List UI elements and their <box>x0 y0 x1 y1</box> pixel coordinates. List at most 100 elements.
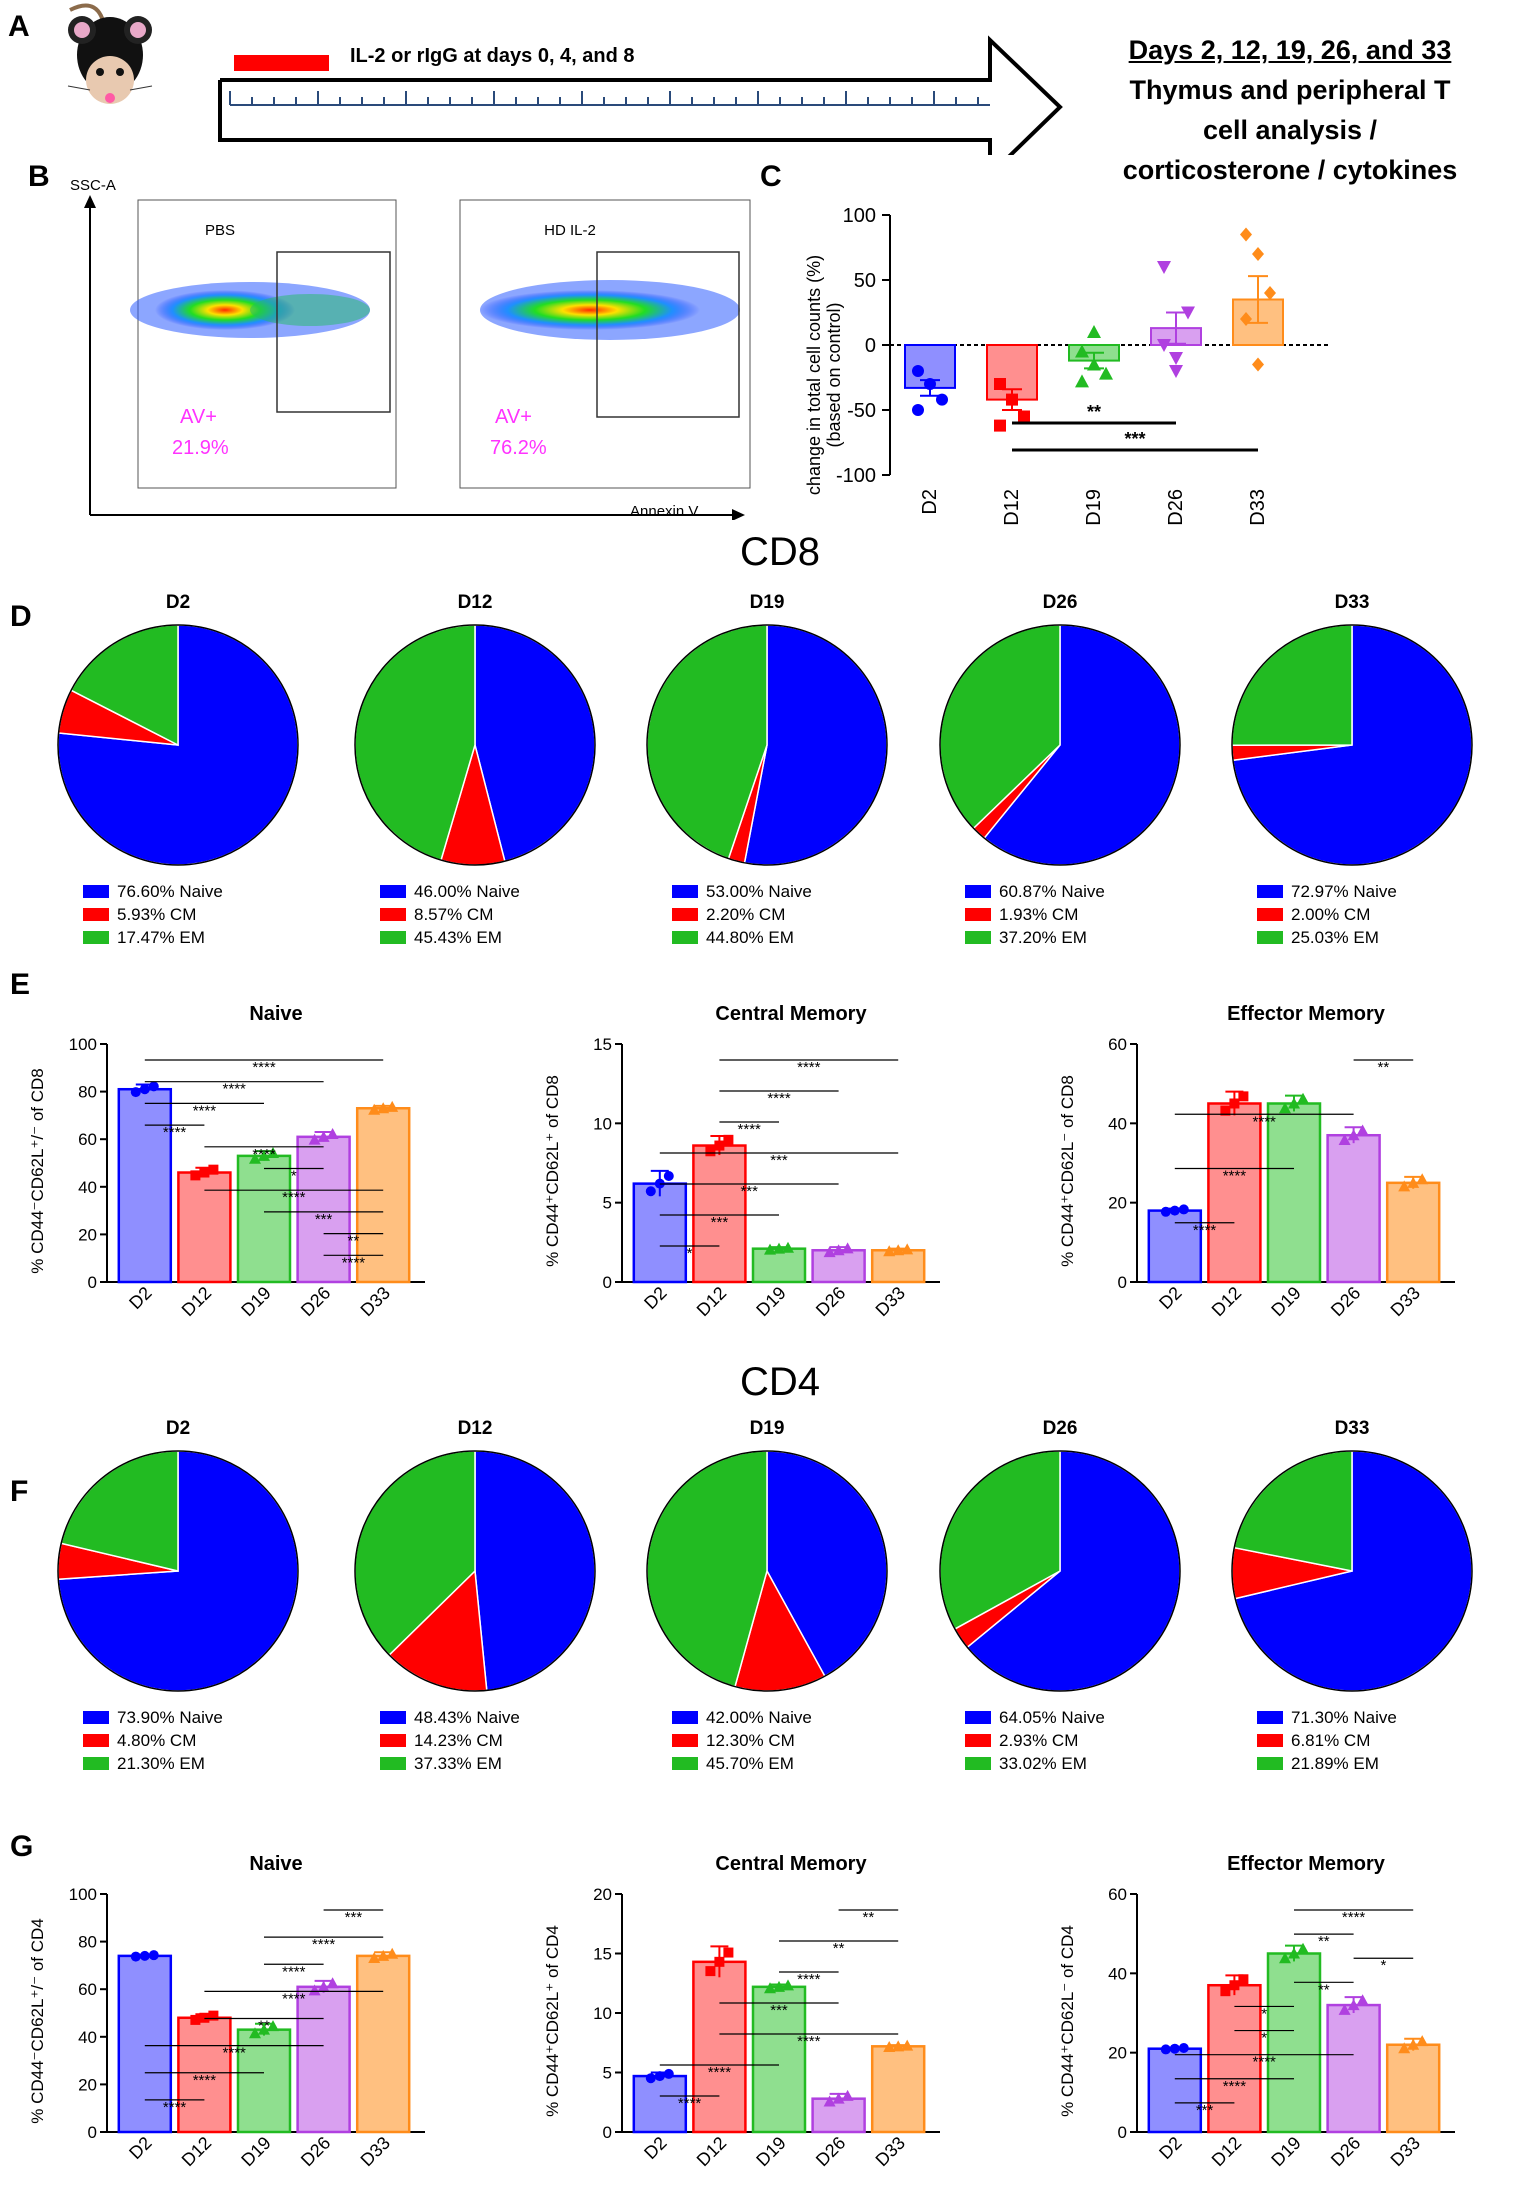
e2-point <box>1398 1180 1411 1192</box>
g2-bar-D26 <box>1326 2003 1381 2134</box>
legend-row: 12.30% CM <box>672 1729 812 1752</box>
legend-text: 12.30% CM <box>706 1731 795 1750</box>
cd4-pie-title-D2: D2 <box>165 1418 191 1439</box>
g1-sig-label: ** <box>833 1940 845 1957</box>
e2-x-tick-group: D19 <box>1267 1283 1304 1320</box>
legend-swatch <box>1257 1734 1283 1747</box>
g1-point <box>645 2073 656 2084</box>
g1-y-label: % CD44⁺CD62L⁺ of CD4 <box>543 1925 562 2117</box>
legend-text: 5.93% CM <box>117 905 197 924</box>
treatment-text: IL-2 or rIgG at days 0, 4, and 8 <box>350 45 635 67</box>
panel-label-e: E <box>10 968 31 1001</box>
c-point <box>1252 247 1264 261</box>
g0-point <box>148 1950 159 1961</box>
panel-label-f: F <box>10 1475 29 1508</box>
gate-label-hd-il2: AV+ <box>495 406 532 428</box>
g0-x-tick-group: D33 <box>357 2133 394 2170</box>
e0-point <box>199 1167 210 1178</box>
legend-row: 1.93% CM <box>965 903 1105 926</box>
e0-bar-D19 <box>236 1154 292 1284</box>
e0-point <box>190 1170 201 1181</box>
e1-bar-D26 <box>811 1249 866 1284</box>
e2-bar-D33 <box>1385 1181 1441 1284</box>
e0-x-tick-group: D26 <box>297 1283 334 1320</box>
g2-point <box>1297 1942 1309 1954</box>
e1-point <box>714 1140 725 1151</box>
c-y-tick-label: -50 <box>847 400 876 422</box>
e2-point <box>1229 1098 1240 1109</box>
g0-y-tick-label: 20 <box>78 2075 97 2094</box>
cd8-pie-outline <box>354 624 596 866</box>
e0-sig-label: **** <box>163 1124 187 1141</box>
panel-label-a: A <box>8 10 30 43</box>
g0-point <box>208 2010 219 2021</box>
e1-point <box>723 1134 734 1145</box>
e0-point <box>249 1152 261 1164</box>
e1-x-tick-group: D26 <box>812 1283 849 1320</box>
legend-swatch <box>83 931 109 944</box>
legend-text: 21.89% EM <box>1291 1754 1379 1773</box>
e1-point <box>773 1242 785 1254</box>
chart-g-naive: Naive 0 20 40 60 80 100 % CD44⁻CD62L⁺/⁻ of CD4 D… <box>28 1853 425 2170</box>
g0-y-tick-label: 40 <box>78 2028 97 2047</box>
e1-x-tick-label: D12 <box>693 1283 730 1320</box>
c-point <box>1006 393 1018 406</box>
g1-x-tick-label: D19 <box>752 2133 789 2170</box>
e1-point <box>663 1171 674 1182</box>
e0-bar-D33 <box>355 1107 411 1284</box>
g2-x-tick-group: D19 <box>1267 2133 1304 2170</box>
flow-plot-pbs <box>137 199 397 489</box>
g0-point <box>249 2027 261 2039</box>
legend-text: 45.70% EM <box>706 1754 794 1773</box>
legend-text: 53.00% Naive <box>706 882 812 901</box>
e2-sig-label: **** <box>1223 1168 1247 1185</box>
e0-x-tick-label: D12 <box>178 1283 215 1320</box>
g2-bar-D12 <box>1207 1983 1262 2134</box>
e0-sig-label: *** <box>315 1211 333 1228</box>
legend-row: 4.80% CM <box>83 1729 223 1752</box>
e1-y-tick-label: 5 <box>603 1194 612 1213</box>
c-point <box>1087 357 1101 371</box>
c-x-tick-label: D12 <box>1001 489 1023 526</box>
c-point <box>1169 365 1183 378</box>
g0-sig-label: *** <box>345 1909 363 1926</box>
cd4-pie-title-D33: D33 <box>1334 1418 1370 1439</box>
legend-text: 37.33% EM <box>414 1754 502 1773</box>
legend-row: 33.02% EM <box>965 1752 1105 1775</box>
e2-x-tick-label: D33 <box>1387 1283 1424 1320</box>
gate-value-pbs: 21.9% <box>172 437 229 459</box>
g1-y-tick-label: 10 <box>593 2004 612 2023</box>
e2-point <box>1297 1092 1309 1104</box>
g1-y-tick-label: 15 <box>593 1945 612 1964</box>
g2-x-tick-group: D26 <box>1327 2133 1364 2170</box>
g0-sig-label: **** <box>193 2072 217 2089</box>
e1-y-label: % CD44⁺CD62L⁺ of CD8 <box>543 1075 562 1267</box>
g1-x-tick-group: D33 <box>872 2133 909 2170</box>
g2-point <box>1238 1974 1249 1985</box>
legend-row: 2.93% CM <box>965 1729 1105 1752</box>
legend-text: 25.03% EM <box>1291 928 1379 947</box>
g0-x-tick-group: D2 <box>125 2133 155 2163</box>
e1-x-tick-label: D19 <box>752 1283 789 1320</box>
e1-sig-label: *** <box>740 1183 758 1200</box>
c-x-tick-label: D19 <box>1083 489 1105 526</box>
c-point <box>1181 306 1195 320</box>
cd4-pie-title-D12: D12 <box>457 1418 493 1439</box>
g2-x-tick-label: D2 <box>1155 2133 1185 2163</box>
g1-y-label-group: % CD44⁺CD62L⁺ of CD4 <box>543 1925 562 2117</box>
g2-sig-label: * <box>1261 2030 1267 2047</box>
e0-y-tick-label: 20 <box>78 1225 97 1244</box>
legend-swatch <box>83 885 109 898</box>
g0-point <box>258 2023 270 2035</box>
g2-x-tick-group: D33 <box>1387 2133 1424 2170</box>
cd4-legend-D19: 42.00% Naive 12.30% CM 45.70% EM <box>672 1706 812 1775</box>
chart-g-central-memory: Central Memory 0 5 10 15 20 % CD44⁺CD62L⁺ of C… <box>543 1853 940 2170</box>
gate-value-hd-il2: 76.2% <box>490 437 547 459</box>
cd4-legend-D33: 71.30% Naive 6.81% CM 21.89% EM <box>1257 1706 1397 1775</box>
legend-row: 2.00% CM <box>1257 903 1397 926</box>
e0-point <box>130 1087 141 1098</box>
cd4-pie-outline <box>354 1450 596 1692</box>
e1-point <box>782 1241 794 1253</box>
g0-x-tick-label: D19 <box>237 2133 274 2170</box>
